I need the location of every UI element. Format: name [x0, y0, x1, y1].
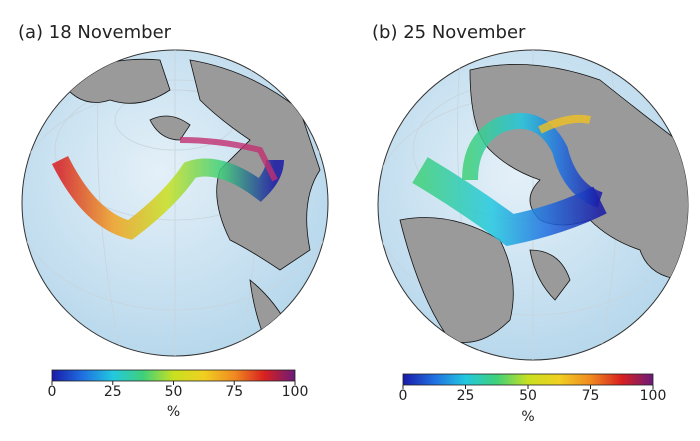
colorbar-tick-label: 25	[457, 388, 475, 404]
colorbar-tick-label: 75	[582, 388, 600, 404]
globe-a	[21, 49, 329, 357]
colorbar-tick-label: 50	[165, 384, 183, 400]
colorbar-tick-label: 75	[225, 384, 243, 400]
colorbar	[402, 373, 654, 386]
colorbar-tick-label: 100	[640, 388, 667, 404]
colorbar-tick-label: 50	[519, 388, 537, 404]
colorbar-tick-label: 100	[282, 384, 309, 400]
colorbar-label: %	[521, 409, 534, 425]
panel-title: (a) 18 November	[18, 22, 172, 43]
annotations: (a) 18 November 0 25 50 75 100% (b) 25 Novembe…	[18, 22, 666, 425]
colorbar-label: %	[167, 404, 180, 420]
colorbar-tick-label: 0	[48, 384, 57, 400]
colorbar	[51, 369, 296, 382]
panel-title: (b) 25 November	[372, 22, 526, 43]
globe-b	[377, 49, 689, 361]
colorbar-tick-label: 25	[104, 384, 122, 400]
colorbar-tick-label: 0	[399, 388, 408, 404]
